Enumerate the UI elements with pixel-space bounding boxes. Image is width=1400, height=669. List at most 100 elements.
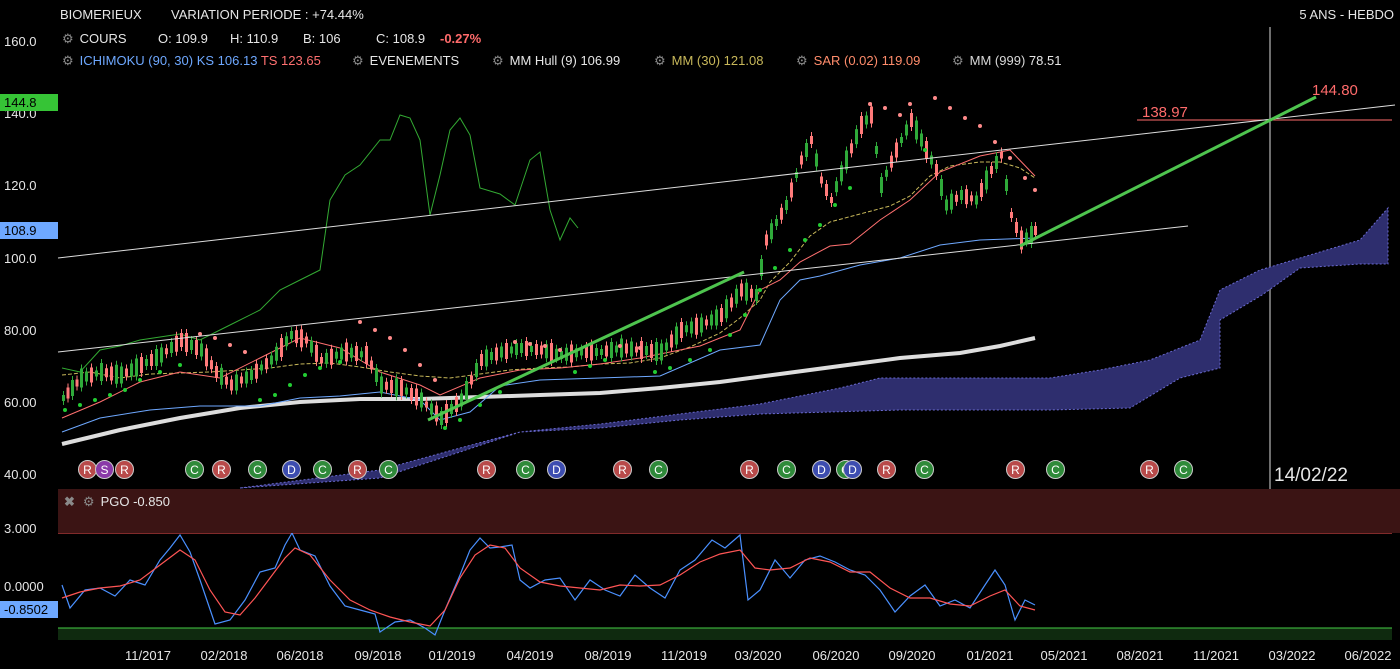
ohlc-low: B: 106 (303, 31, 341, 46)
pgo-y-tick: 3.000 (4, 521, 37, 536)
timeframe[interactable]: 5 ANS - HEBDO (1299, 7, 1394, 22)
legend-mm999[interactable]: ⚙ MM (999) 78.51 (952, 53, 1061, 69)
legend-ichimoku[interactable]: ⚙ ICHIMOKU (90, 30) KS 106.13 TS 123.65 (62, 53, 321, 69)
candle (235, 374, 238, 391)
x-tick-label: 01/2021 (966, 648, 1014, 663)
event-marker-C[interactable]: C (379, 460, 398, 479)
gear-icon[interactable]: ⚙ (62, 53, 74, 68)
sar-dot (668, 366, 672, 370)
sar-label: SAR (0.02) (813, 53, 878, 68)
legend-mm30[interactable]: ⚙ MM (30) 121.08 (654, 53, 763, 69)
event-marker-R[interactable]: R (1006, 460, 1025, 479)
x-tick-label: 06/2022 (1344, 648, 1392, 663)
candle (685, 325, 688, 333)
gear-icon[interactable]: ⚙ (796, 53, 808, 68)
legend-cours[interactable]: ⚙ COURS (62, 31, 127, 47)
candle (230, 379, 233, 391)
event-marker-C[interactable]: C (313, 460, 332, 479)
gear-icon[interactable]: ⚙ (352, 53, 364, 68)
event-marker-R[interactable]: R (1140, 460, 1159, 479)
candle (1034, 226, 1037, 235)
event-marker-R[interactable]: R (477, 460, 496, 479)
event-marker-C[interactable]: C (649, 460, 668, 479)
sar-dot (558, 348, 562, 352)
event-marker-D[interactable]: D (843, 460, 862, 479)
event-marker-C[interactable]: C (185, 460, 204, 479)
event-marker-D[interactable]: D (547, 460, 566, 479)
event-marker-R[interactable]: R (115, 460, 134, 479)
gear-icon[interactable]: ⚙ (62, 31, 74, 46)
event-marker-D[interactable]: D (282, 460, 301, 479)
trendlines (57, 95, 1396, 422)
gear-icon[interactable]: ⚙ (654, 53, 666, 68)
event-marker-C[interactable]: C (516, 460, 535, 479)
candle (445, 404, 448, 423)
candle (790, 182, 793, 198)
candle (575, 348, 578, 358)
candle (225, 376, 228, 385)
candle (410, 388, 413, 400)
candle (955, 194, 958, 202)
candle (320, 357, 323, 363)
pgo-panel (58, 531, 1392, 640)
event-marker-R[interactable]: R (740, 460, 759, 479)
event-marker-S[interactable]: S (95, 460, 114, 479)
sar-dot (933, 96, 937, 100)
sar-dot (1008, 156, 1012, 160)
candle (765, 234, 768, 246)
candle (75, 379, 79, 387)
candle (700, 317, 703, 333)
candle (200, 343, 203, 357)
event-marker-R[interactable]: R (877, 460, 896, 479)
gear-icon[interactable]: ⚙ (82, 494, 95, 509)
event-marker-R[interactable]: R (613, 460, 632, 479)
event-marker-R[interactable]: R (212, 460, 231, 479)
event-marker-C[interactable]: C (248, 460, 267, 479)
sar-dot (898, 113, 902, 117)
candle (850, 143, 853, 154)
candle (325, 352, 328, 364)
sar-dot (818, 223, 822, 227)
candle (245, 371, 248, 384)
candle (430, 403, 433, 415)
close-icon[interactable]: ✖ (64, 494, 75, 509)
event-marker-C[interactable]: C (1046, 460, 1065, 479)
candle (730, 297, 733, 308)
candle (240, 376, 243, 384)
legend-hull[interactable]: ⚙ MM Hull (9) 106.99 (492, 53, 620, 69)
sar-dot (443, 426, 447, 430)
event-marker-C[interactable]: C (1174, 460, 1193, 479)
sar-dot (788, 248, 792, 252)
event-marker-C[interactable]: C (777, 460, 796, 479)
candle (80, 368, 83, 388)
event-marker-C[interactable]: C (915, 460, 934, 479)
candle (465, 381, 468, 399)
ichimoku-ks: KS 106.13 (196, 53, 258, 68)
hull-value: 106.99 (580, 53, 621, 68)
candle (71, 380, 74, 396)
candle (605, 345, 608, 357)
candle (66, 387, 70, 399)
event-marker-R[interactable]: R (348, 460, 367, 479)
event-marker-D[interactable]: D (812, 460, 831, 479)
candle (62, 395, 65, 401)
sar-dot (178, 363, 182, 367)
sar-dot (63, 408, 67, 412)
candle (740, 283, 743, 297)
legend-events[interactable]: ⚙ EVENEMENTS (352, 53, 459, 69)
gear-icon[interactable]: ⚙ (952, 53, 964, 68)
channel-lower (57, 225, 1189, 353)
legend-sar[interactable]: ⚙ SAR (0.02) 119.09 (796, 53, 920, 69)
sar-dot (78, 403, 82, 407)
candle (545, 344, 548, 359)
candle (815, 153, 818, 167)
gear-icon[interactable]: ⚙ (492, 53, 504, 68)
date-cursor-label: 14/02/22 (1274, 465, 1348, 486)
candle (460, 393, 463, 407)
candle (840, 165, 843, 182)
candle (180, 333, 183, 347)
candle (855, 129, 858, 145)
candle (250, 370, 253, 380)
candle (100, 363, 103, 381)
